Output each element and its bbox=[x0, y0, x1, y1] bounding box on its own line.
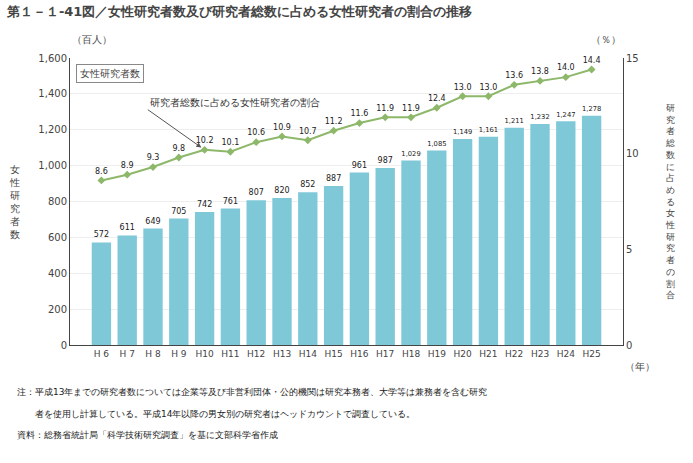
svg-text:10.2: 10.2 bbox=[196, 136, 214, 145]
svg-text:H15: H15 bbox=[324, 349, 342, 359]
svg-text:研究者総数に占める女性研究者の割合: 研究者総数に占める女性研究者の割合 bbox=[150, 97, 320, 108]
svg-text:11.6: 11.6 bbox=[350, 109, 368, 118]
svg-text:女性研究者数: 女性研究者数 bbox=[9, 164, 20, 240]
svg-text:H 9: H 9 bbox=[171, 349, 187, 359]
svg-text:11.9: 11.9 bbox=[376, 104, 394, 113]
svg-text:H14: H14 bbox=[299, 349, 317, 359]
svg-text:研究者総数に占める女性研究者の割合: 研究者総数に占める女性研究者の割合 bbox=[665, 103, 675, 300]
svg-text:H17: H17 bbox=[376, 349, 394, 359]
svg-text:H 6: H 6 bbox=[94, 349, 110, 359]
svg-text:1,278: 1,278 bbox=[582, 105, 601, 113]
svg-text:（％）: （％） bbox=[591, 34, 621, 45]
svg-text:11.9: 11.9 bbox=[402, 104, 420, 113]
svg-text:11.2: 11.2 bbox=[325, 117, 343, 126]
svg-text:1,029: 1,029 bbox=[401, 150, 420, 158]
svg-text:1,232: 1,232 bbox=[530, 113, 549, 121]
svg-text:H20: H20 bbox=[453, 349, 471, 359]
svg-text:H18: H18 bbox=[402, 349, 420, 359]
svg-text:（百人）: （百人） bbox=[72, 34, 112, 45]
svg-text:600: 600 bbox=[48, 232, 67, 243]
svg-text:13.8: 13.8 bbox=[531, 67, 549, 76]
svg-text:13.6: 13.6 bbox=[505, 71, 523, 80]
svg-text:8.6: 8.6 bbox=[95, 167, 108, 176]
svg-text:761: 761 bbox=[223, 197, 238, 206]
svg-text:15: 15 bbox=[626, 53, 639, 64]
svg-text:1,161: 1,161 bbox=[479, 126, 498, 134]
svg-text:200: 200 bbox=[48, 304, 67, 315]
svg-text:705: 705 bbox=[171, 207, 186, 216]
svg-text:H23: H23 bbox=[531, 349, 549, 359]
svg-text:1,211: 1,211 bbox=[505, 117, 524, 125]
svg-text:13.0: 13.0 bbox=[479, 83, 497, 92]
svg-text:0: 0 bbox=[626, 340, 632, 351]
svg-text:H25: H25 bbox=[582, 349, 600, 359]
svg-text:1,085: 1,085 bbox=[427, 140, 446, 148]
svg-text:852: 852 bbox=[300, 180, 315, 189]
svg-text:女性研究者数: 女性研究者数 bbox=[80, 68, 140, 79]
svg-text:9.3: 9.3 bbox=[147, 153, 160, 162]
svg-text:649: 649 bbox=[145, 217, 160, 226]
svg-text:1,149: 1,149 bbox=[453, 128, 472, 136]
svg-text:14.4: 14.4 bbox=[583, 56, 601, 65]
svg-text:13.0: 13.0 bbox=[454, 83, 472, 92]
svg-text:1,400: 1,400 bbox=[38, 88, 67, 99]
svg-text:1,200: 1,200 bbox=[38, 124, 67, 135]
svg-text:1,000: 1,000 bbox=[38, 160, 67, 171]
svg-text:8.9: 8.9 bbox=[121, 161, 134, 170]
svg-text:H21: H21 bbox=[479, 349, 497, 359]
svg-text:10.6: 10.6 bbox=[247, 128, 265, 137]
svg-text:H19: H19 bbox=[428, 349, 446, 359]
svg-text:611: 611 bbox=[120, 223, 135, 232]
svg-text:10: 10 bbox=[626, 148, 639, 159]
svg-text:H16: H16 bbox=[350, 349, 368, 359]
svg-text:800: 800 bbox=[48, 196, 67, 207]
svg-text:H 7: H 7 bbox=[120, 349, 135, 359]
svg-text:572: 572 bbox=[94, 230, 109, 239]
svg-text:H10: H10 bbox=[195, 349, 213, 359]
svg-text:987: 987 bbox=[378, 156, 393, 165]
svg-text:400: 400 bbox=[48, 268, 67, 279]
svg-text:10.9: 10.9 bbox=[273, 123, 291, 132]
svg-text:1,247: 1,247 bbox=[556, 111, 575, 119]
svg-text:注：平成13年までの研究者数については企業等及び非営利団体・: 注：平成13年までの研究者数については企業等及び非営利団体・公的機関は研究本務者… bbox=[17, 387, 487, 397]
svg-text:H12: H12 bbox=[247, 349, 265, 359]
svg-text:H24: H24 bbox=[557, 349, 575, 359]
svg-text:807: 807 bbox=[249, 188, 264, 197]
svg-text:14.0: 14.0 bbox=[557, 63, 575, 72]
svg-text:961: 961 bbox=[352, 161, 367, 170]
svg-text:H22: H22 bbox=[505, 349, 523, 359]
svg-text:10.7: 10.7 bbox=[299, 127, 317, 136]
svg-text:887: 887 bbox=[326, 174, 341, 183]
svg-text:820: 820 bbox=[274, 186, 289, 195]
svg-text:H11: H11 bbox=[221, 349, 239, 359]
svg-text:資料：総務省統計局「科学技術研究調査」を基に文部科学省作成: 資料：総務省統計局「科学技術研究調査」を基に文部科学省作成 bbox=[17, 430, 278, 440]
svg-text:H 8: H 8 bbox=[145, 349, 161, 359]
svg-text:9.8: 9.8 bbox=[172, 144, 185, 153]
svg-text:12.4: 12.4 bbox=[428, 94, 446, 103]
svg-text:0: 0 bbox=[61, 340, 67, 351]
svg-text:5: 5 bbox=[626, 244, 632, 255]
svg-text:第１－１-41図／女性研究者数及び研究者総数に占める女性研究: 第１－１-41図／女性研究者数及び研究者総数に占める女性研究者の割合の推移 bbox=[6, 4, 473, 19]
svg-text:742: 742 bbox=[197, 200, 212, 209]
svg-text:H13: H13 bbox=[273, 349, 291, 359]
svg-text:10.1: 10.1 bbox=[221, 138, 239, 147]
svg-text:1,600: 1,600 bbox=[38, 53, 67, 64]
svg-text:（年）: （年） bbox=[625, 361, 655, 372]
svg-text:者を使用し計算している。平成14年以降の男女別の研究者はヘッ: 者を使用し計算している。平成14年以降の男女別の研究者はヘッドカウントで調査して… bbox=[17, 409, 415, 419]
